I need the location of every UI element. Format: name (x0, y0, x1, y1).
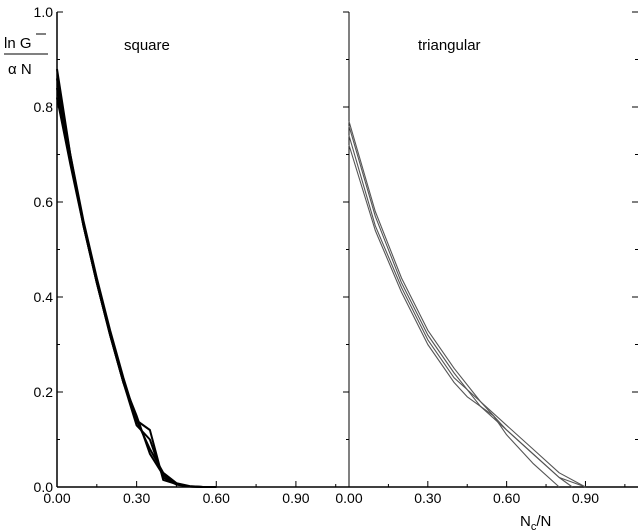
y-axis-title-denominator: α N (8, 61, 32, 78)
x-axis-title: Nc/N (520, 513, 551, 531)
x-tick-label-p1-3: 0.90 (572, 490, 599, 506)
panel-label-square: square (124, 37, 170, 54)
x-tick-label-p0-2: 0.60 (203, 490, 230, 506)
y-tick-label-2: 0.4 (34, 289, 54, 305)
tick-labels: 0.00 0.30 0.60 0.90 0.0 0.2 0.4 0.6 0.8 1.0 0.00 0.… (34, 4, 600, 506)
y-tick-label-5: 1.0 (34, 4, 54, 20)
x-tick-label-p0-3: 0.90 (282, 490, 309, 506)
series-line-p0-3 (56, 97, 217, 488)
x-tick-label-p0-1: 0.30 (123, 490, 150, 506)
series-lines (56, 68, 586, 488)
y-tick-label-1: 0.2 (34, 384, 54, 400)
y-axis-title-numerator: ln G (4, 35, 32, 52)
x-tick-label-p1-1: 0.30 (414, 490, 441, 506)
panel-label-triangular: triangular (418, 37, 481, 54)
y-tick-label-0: 0.0 (34, 479, 54, 495)
series-line-p1-3 (348, 121, 586, 488)
series-line-p0-1 (56, 78, 217, 488)
y-tick-label-3: 0.6 (34, 194, 54, 210)
x-tick-label-p1-0: 0.00 (335, 490, 362, 506)
series-line-p1-1 (348, 135, 573, 488)
series-line-p0-2 (56, 87, 217, 488)
series-line-p1-0 (348, 144, 560, 488)
x-tick-label-p0-0: 0.00 (43, 490, 70, 506)
y-axis-title: ln G α N (4, 33, 48, 78)
x-tick-label-p1-2: 0.60 (493, 490, 520, 506)
ticks (56, 11, 638, 488)
y-tick-label-4: 0.8 (34, 99, 54, 115)
series-line-p1-2 (348, 125, 586, 488)
